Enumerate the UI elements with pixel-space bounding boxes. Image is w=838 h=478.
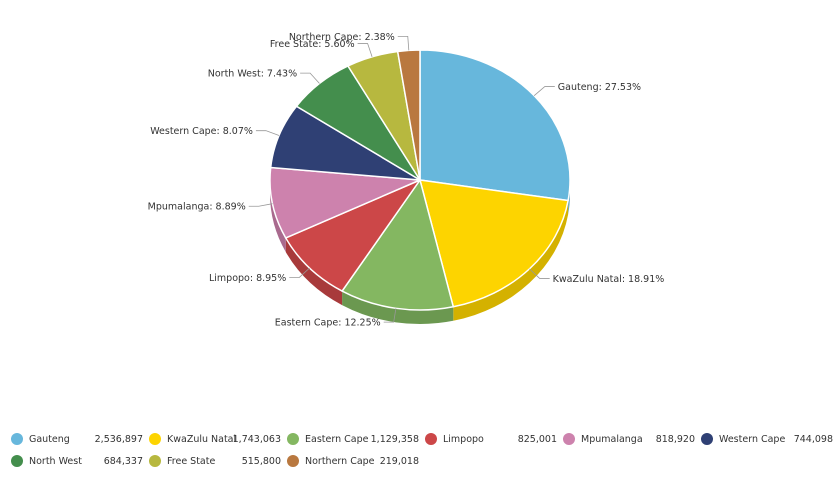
pie-slice-mpumalanga[interactable]: [269, 166, 421, 239]
legend-value: 684,337: [103, 455, 143, 467]
pie-slices-layer: [269, 49, 571, 311]
slice-label-western-cape: Western Cape: 8.07%: [150, 126, 253, 137]
legend: Gauteng 2,536,897 KwaZulu Natal 1,743,06…: [11, 431, 833, 475]
legend-label: Free State: [167, 455, 216, 467]
legend-row: Gauteng 2,536,897 KwaZulu Natal 1,743,06…: [11, 431, 833, 447]
pie-chart: Gauteng: 27.53% KwaZulu Natal: 18.91% East…: [148, 32, 665, 329]
legend-marker-north-west: [11, 455, 23, 467]
leader-line-kwazulu-natal: [529, 268, 550, 279]
legend-item-gauteng[interactable]: Gauteng 2,536,897: [11, 431, 149, 447]
pie-slice-kwazulu-natal[interactable]: [419, 179, 569, 308]
leader-line-western-cape: [255, 130, 280, 136]
pie-slice-side-kwazulu-natal: [453, 200, 569, 321]
legend-label: Gauteng: [29, 433, 70, 445]
legend-marker-eastern-cape: [287, 433, 299, 445]
legend-item-north-west[interactable]: North West 684,337: [11, 453, 149, 469]
slice-label-eastern-cape: Eastern Cape: 12.25%: [275, 318, 381, 329]
pie-slice-limpopo[interactable]: [284, 179, 421, 292]
slice-label-gauteng: Gauteng: 27.53%: [558, 82, 641, 93]
legend-label: Western Cape: [719, 433, 786, 445]
legend-label: North West: [29, 455, 82, 467]
pie-labels-layer: Gauteng: 27.53% KwaZulu Natal: 18.91% East…: [148, 32, 665, 329]
leader-line-gauteng: [533, 86, 555, 96]
slice-label-limpopo: Limpopo: 8.95%: [209, 273, 286, 284]
legend-item-kwazulu-natal[interactable]: KwaZulu Natal 1,743,063: [149, 431, 287, 447]
legend-item-western-cape[interactable]: Western Cape 744,098: [701, 431, 838, 447]
leader-line-north-west: [300, 72, 320, 84]
legend-item-mpumalanga[interactable]: Mpumalanga 818,920: [563, 431, 701, 447]
leader-line-northern-cape: [397, 36, 410, 51]
legend-row: North West 684,337 Free State 515,800 No…: [11, 453, 831, 469]
legend-item-limpopo[interactable]: Limpopo 825,001: [425, 431, 563, 447]
leader-line-eastern-cape: [383, 308, 397, 323]
slice-label-free-state: Free State: 5.60%: [270, 39, 355, 50]
legend-label: Limpopo: [443, 433, 484, 445]
leader-line-limpopo: [289, 267, 310, 278]
legend-label: Eastern Cape: [305, 433, 369, 445]
legend-value: 219,018: [379, 455, 419, 467]
legend-value: 825,001: [517, 433, 557, 445]
legend-marker-gauteng: [11, 433, 23, 445]
legend-value: 515,800: [241, 455, 281, 467]
legend-marker-northern-cape: [287, 455, 299, 467]
legend-value: 1,129,358: [370, 433, 419, 445]
slice-label-mpumalanga: Mpumalanga: 8.89%: [148, 202, 246, 213]
leader-line-free-state: [357, 43, 373, 57]
legend-marker-western-cape: [701, 433, 713, 445]
legend-marker-limpopo: [425, 433, 437, 445]
slice-label-north-west: North West: 7.43%: [208, 69, 297, 80]
pie-slice-side-mpumalanga: [270, 180, 286, 252]
leader-line-mpumalanga: [248, 203, 273, 207]
legend-label: Mpumalanga: [581, 433, 643, 445]
slice-label-northern-cape: Northern Cape: 2.38%: [289, 32, 395, 43]
legend-value: 2,536,897: [94, 433, 143, 445]
legend-item-eastern-cape[interactable]: Eastern Cape 1,129,358: [287, 431, 425, 447]
legend-marker-free-state: [149, 455, 161, 467]
legend-value: 744,098: [793, 433, 833, 445]
legend-item-free-state[interactable]: Free State 515,800: [149, 453, 287, 469]
pie-slice-gauteng[interactable]: [419, 49, 571, 202]
legend-item-northern-cape[interactable]: Northern Cape 219,018: [287, 453, 425, 469]
legend-value: 1,743,063: [232, 433, 281, 445]
legend-value: 818,920: [655, 433, 695, 445]
pie-slice-side-limpopo: [285, 237, 343, 306]
legend-label: Northern Cape: [305, 455, 375, 467]
legend-marker-kwazulu-natal: [149, 433, 161, 445]
legend-marker-mpumalanga: [563, 433, 575, 445]
legend-label: KwaZulu Natal: [167, 433, 237, 445]
pie-slice-side-eastern-cape: [342, 291, 454, 324]
slice-label-kwazulu-natal: KwaZulu Natal: 18.91%: [553, 274, 665, 285]
